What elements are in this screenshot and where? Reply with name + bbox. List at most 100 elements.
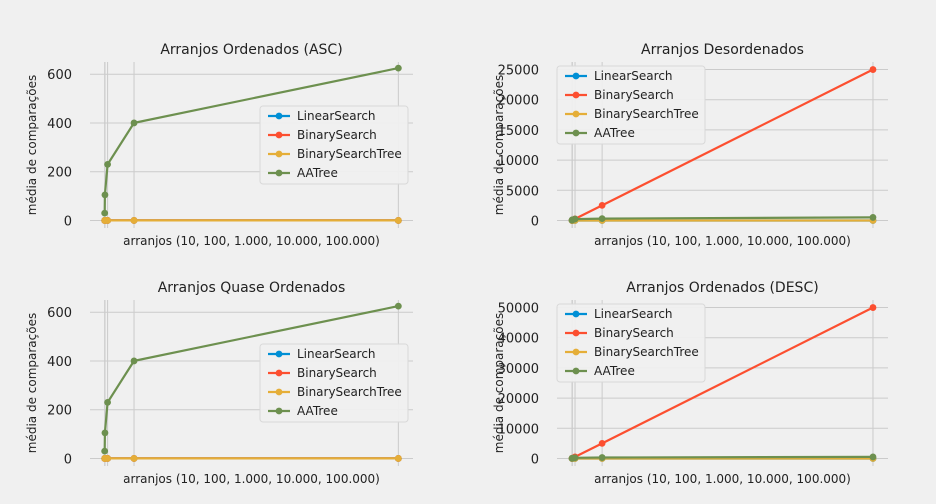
y-tick-label: 600 [47,306,72,321]
x-axis-label: arranjos (10, 100, 1.000, 10.000, 100.00… [594,472,851,486]
legend: LinearSearch BinarySearch BinarySearchTree… [556,65,706,145]
chart-title: Arranjos Quase Ordenados [158,280,346,296]
data-point-AATree [101,447,109,455]
y-axis-label: média de comparações [492,75,506,215]
data-point-BinarySearch [869,304,877,311]
subplot-4: 0 10000 20000 30000 40000 50000 Arranjos Orden… [492,280,888,486]
legend-marker [572,91,580,99]
y-tick-label: 400 [47,355,72,370]
data-point-AATree [104,160,111,168]
data-point-AATree [869,214,877,221]
y-axis-label: média de comparações [492,313,506,453]
legend-box [259,343,409,423]
data-point-AATree [101,191,109,199]
legend-marker [275,388,283,396]
y-tick-label: 25000 [498,64,539,79]
legend-label: AATree [594,364,635,378]
legend: LinearSearch BinarySearch BinarySearchTree… [556,303,706,383]
data-point-BinarySearch [598,439,606,447]
data-point-BinarySearchTree [394,217,402,224]
x-axis-label: arranjos (10, 100, 1.000, 10.000, 100.00… [594,234,851,248]
subplot-2: 0 5000 10000 15000 20000 25000 Arranjos Desord… [492,42,888,248]
data-point-BinarySearchTree [104,217,111,224]
legend-label: BinarySearchTree [297,147,402,161]
y-tick-label: 200 [47,404,72,419]
legend-label: LinearSearch [594,307,673,321]
data-point-BinarySearchTree [104,455,111,462]
data-point-AATree [571,215,579,223]
y-axis-label: média de comparações [25,313,39,453]
data-point-AATree [130,119,138,127]
data-point-AATree [101,209,109,217]
legend-marker [275,369,283,377]
y-tick-label: 200 [47,166,72,181]
legend-label: BinarySearchTree [297,385,402,399]
chart-title: Arranjos Ordenados (ASC) [160,42,342,58]
legend-label: BinarySearch [594,326,674,340]
y-tick-label: 5000 [506,184,539,199]
data-point-AATree [130,357,138,365]
legend-marker [572,329,580,337]
y-tick-label: 0 [531,214,539,229]
data-point-AATree [101,429,109,437]
data-point-AATree [394,302,402,310]
legend-marker [572,72,580,80]
data-point-AATree [104,398,111,406]
data-point-AATree [869,453,877,461]
data-point-BinarySearchTree [130,455,138,462]
legend-label: AATree [594,126,635,140]
y-tick-label: 20000 [498,392,539,407]
y-tick-label: 15000 [498,124,539,139]
legend-box [259,105,409,185]
legend-marker [275,407,283,415]
data-point-BinarySearch [869,66,877,73]
legend-label: AATree [297,404,338,418]
data-point-AATree [394,64,402,72]
data-point-AATree [598,215,606,223]
y-tick-label: 10000 [498,422,539,437]
legend-label: LinearSearch [594,69,673,83]
chart-title: Arranjos Ordenados (DESC) [626,280,818,296]
y-tick-label: 400 [47,117,72,132]
y-tick-label: 0 [64,452,72,467]
legend-marker [275,169,283,177]
legend-label: BinarySearchTree [594,345,699,359]
subplot-3: 0 200 400 600 Arranjos Quase Ordenados arranj… [25,280,413,486]
legend-label: BinarySearch [594,88,674,102]
y-tick-label: 40000 [498,332,539,347]
legend-marker [275,131,283,139]
legend-marker [275,112,283,120]
y-tick-label: 0 [531,452,539,467]
legend-label: BinarySearchTree [594,107,699,121]
chart-title: Arranjos Desordenados [641,42,804,58]
x-axis-label: arranjos (10, 100, 1.000, 10.000, 100.00… [123,234,380,248]
legend-label: AATree [297,166,338,180]
y-tick-label: 600 [47,68,72,83]
data-point-AATree [598,454,606,461]
data-point-BinarySearchTree [130,217,138,224]
legend-label: LinearSearch [297,109,376,123]
legend-marker [275,350,283,358]
legend-marker [572,348,580,356]
y-tick-label: 20000 [498,94,539,109]
data-point-AATree [571,454,579,462]
legend: LinearSearch BinarySearch BinarySearchTree… [259,105,409,185]
y-tick-label: 30000 [498,362,539,377]
legend-box [556,303,706,383]
y-axis-label: média de comparações [25,75,39,215]
legend-marker [572,367,580,375]
data-point-BinarySearch [598,201,606,209]
legend-label: BinarySearch [297,366,377,380]
data-point-BinarySearchTree [394,455,402,462]
legend-label: LinearSearch [297,347,376,361]
legend-label: BinarySearch [297,128,377,142]
legend-marker [275,150,283,158]
legend-box [556,65,706,145]
legend-marker [572,110,580,118]
y-tick-label: 50000 [498,302,539,317]
legend: LinearSearch BinarySearch BinarySearchTree… [259,343,409,423]
y-tick-label: 0 [64,214,72,229]
y-tick-label: 10000 [498,154,539,169]
